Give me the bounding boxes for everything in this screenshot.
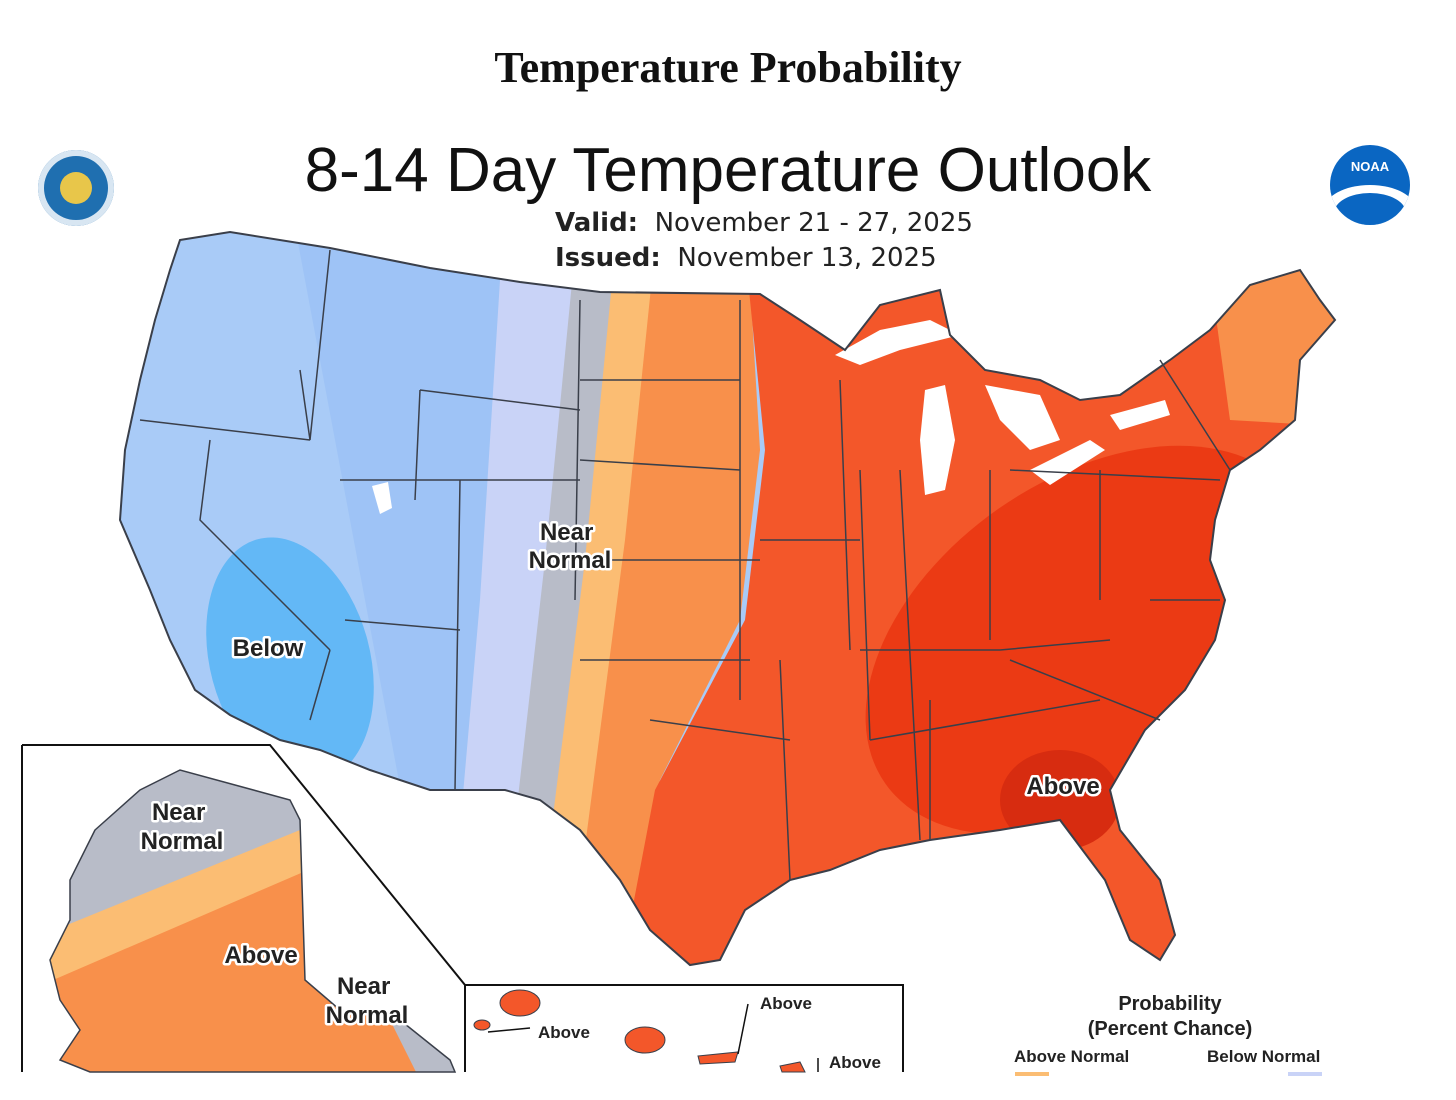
lake-erie xyxy=(1030,440,1105,485)
alaska-shading xyxy=(50,770,455,1072)
kauai-island xyxy=(499,989,541,1017)
hawaii-leader-2 xyxy=(737,1003,749,1055)
commerce-seal-icon xyxy=(38,150,114,226)
band-above-light xyxy=(530,232,665,965)
page-title: Temperature Probability xyxy=(494,43,962,92)
label-hawaii-above-1: Above xyxy=(538,1023,590,1042)
alaska-outline xyxy=(49,769,457,1073)
band-above-northeast xyxy=(1200,232,1335,430)
lake-michigan xyxy=(920,385,955,495)
issued-value: November 13, 2025 xyxy=(677,243,937,273)
label-conus-near-normal-line1: Near xyxy=(540,519,593,546)
band-below-strong xyxy=(206,537,374,783)
oahu-island xyxy=(624,1026,666,1054)
lake-ontario xyxy=(1110,400,1170,430)
noaa-wing-inner-icon xyxy=(1334,193,1406,225)
legend-title: Probability (Percent Chance) xyxy=(1070,992,1270,1042)
legend-title-line1: Probability xyxy=(1118,993,1222,1015)
noaa-logo-text: NOAA xyxy=(1350,159,1390,174)
valid-value: November 21 - 27, 2025 xyxy=(654,208,973,238)
maui-island xyxy=(779,1061,806,1073)
label-alaska-near-normal-line2: Normal xyxy=(141,828,224,855)
label-conus-below: Below xyxy=(233,635,304,662)
label-conus-near-normal-line2: Normal xyxy=(529,547,612,574)
band-above-max xyxy=(1000,750,1120,850)
niihau-island xyxy=(473,1019,491,1031)
state-borders xyxy=(139,249,1231,881)
valid-date-line: Valid: November 21 - 27, 2025 xyxy=(555,208,973,238)
legend-title-line2: (Percent Chance) xyxy=(1087,1018,1253,1040)
label-alaska-near-normal-2: Near Normal xyxy=(326,973,409,1029)
label-alaska-near-normal-2-line2: Normal xyxy=(326,1002,409,1029)
legend-above-normal: Above Normal xyxy=(1014,1047,1130,1066)
label-conus-near-normal: Near Normal xyxy=(529,519,612,574)
great-salt-lake xyxy=(372,482,392,514)
hawaii-leader-1 xyxy=(487,1027,531,1033)
lake-superior xyxy=(835,320,960,365)
lake-huron xyxy=(985,385,1060,450)
label-alaska-near-normal-2-line1: Near xyxy=(337,973,390,1000)
label-alaska-near-normal-line1: Near xyxy=(152,799,205,826)
hawaii-inset-frame xyxy=(465,984,904,1072)
issued-label: Issued: xyxy=(555,243,661,273)
label-hawaii-above-3: Above xyxy=(829,1053,881,1072)
valid-label: Valid: xyxy=(555,208,639,238)
label-alaska-above: Above xyxy=(224,942,297,969)
issued-date-line: Issued: November 13, 2025 xyxy=(555,243,937,273)
label-hawaii-above-2: Above xyxy=(760,994,812,1013)
conus-outline xyxy=(118,230,1337,967)
alaska-inset-frame xyxy=(22,744,466,1072)
legend-chip-below xyxy=(1288,1072,1322,1076)
label-alaska-near-normal: Near Normal xyxy=(141,799,224,855)
legend-below-normal: Below Normal xyxy=(1207,1047,1321,1066)
band-above-mid xyxy=(565,232,760,965)
noaa-logo-icon: NOAA xyxy=(1330,145,1410,225)
label-conus-above: Above xyxy=(1026,773,1099,800)
map-title: 8-14 Day Temperature Outlook xyxy=(304,136,1152,205)
legend-chip-above xyxy=(1015,1072,1049,1076)
molokai-island xyxy=(697,1051,739,1065)
